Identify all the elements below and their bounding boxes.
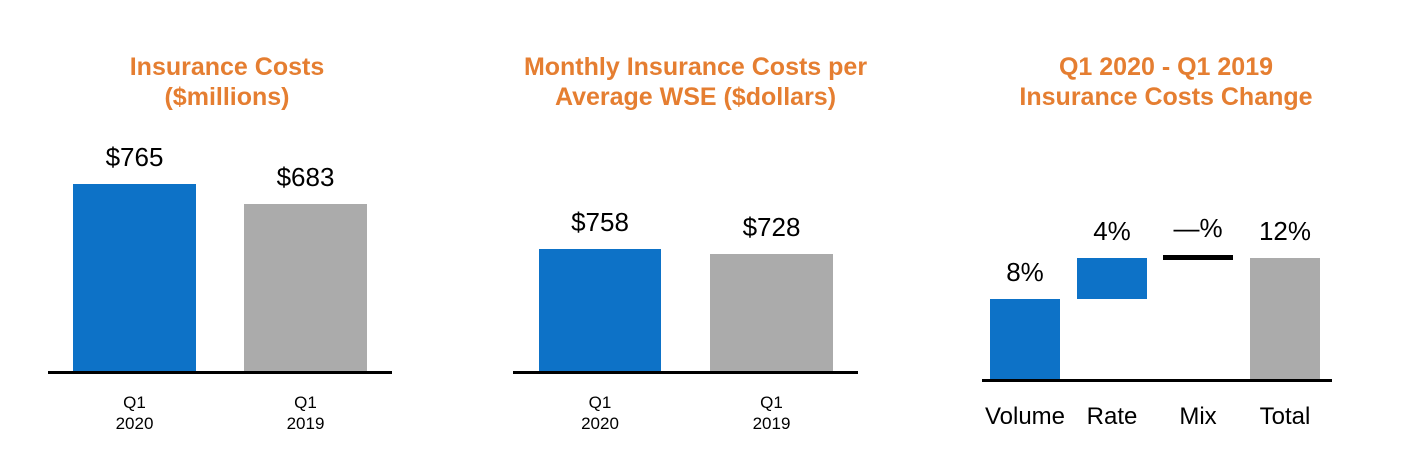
- bar-volume: [990, 299, 1060, 381]
- bar-q1-2019: [244, 204, 367, 373]
- bar-q1-2019: [710, 254, 833, 373]
- chart-title-line-1: Insurance Costs: [129, 53, 325, 81]
- bar-rate: [1077, 258, 1147, 299]
- chart-title-line-1: Q1 2020 - Q1 2019: [1058, 53, 1274, 81]
- bar-slot-mix: —%: [1163, 0, 1233, 381]
- category-line-year: 2020: [581, 414, 619, 433]
- chart-title-line-2: Insurance Costs Change: [1019, 83, 1313, 111]
- chart-title-line-2: Average WSE ($dollars): [554, 83, 837, 111]
- category-label-mix: Mix: [1179, 403, 1217, 430]
- bar-value-label: $758: [571, 207, 629, 237]
- category-line-year: 2019: [286, 414, 325, 433]
- bar-total: [1250, 258, 1320, 381]
- category-label-rate: Rate: [1086, 403, 1138, 430]
- category-line-quarter: Q1: [588, 393, 612, 412]
- bar-slot-q1-2019: $728: [710, 0, 833, 373]
- bar-q1-2020: [539, 249, 661, 373]
- category-line-quarter: Q1: [294, 393, 317, 412]
- bar-value-label: 8%: [1006, 257, 1044, 287]
- x-axis-line: [982, 379, 1332, 382]
- bar-value-label: $728: [742, 212, 801, 242]
- chart-title: Monthly Insurance Costs per Average WSE …: [416, 52, 976, 112]
- category-label-q1-2019: Q1 2019: [710, 392, 833, 434]
- mix-zero-line: [1163, 255, 1233, 260]
- bar-value-label: 4%: [1093, 216, 1131, 246]
- x-axis-line: [513, 371, 858, 374]
- bar-slot-rate: 4%: [1077, 0, 1147, 381]
- bar-slot-q1-2019: $683: [244, 0, 367, 373]
- category-label-volume: Volume: [984, 403, 1066, 430]
- chart-title: Q1 2020 - Q1 2019 Insurance Costs Change: [886, 52, 1426, 112]
- bar-slot-q1-2020: $765: [73, 0, 196, 373]
- category-label-q1-2020: Q1 2020: [73, 392, 196, 434]
- category-label-total: Total: [1259, 403, 1311, 430]
- category-label-q1-2020: Q1 2020: [539, 392, 661, 434]
- chart-title: Insurance Costs ($millions): [0, 52, 507, 112]
- category-line-year: 2020: [115, 414, 154, 433]
- chart-monthly-costs-per-wse: Monthly Insurance Costs per Average WSE …: [513, 0, 867, 455]
- bar-value-label: 12%: [1258, 216, 1312, 246]
- chart-title-line-2: ($millions): [164, 83, 290, 111]
- chart-costs-change-waterfall: Q1 2020 - Q1 2019 Insurance Costs Change…: [982, 0, 1332, 455]
- chart-insurance-costs-millions: Insurance Costs ($millions) $765 $683 Q1…: [48, 0, 392, 455]
- bar-slot-q1-2020: $758: [539, 0, 661, 373]
- category-label-q1-2019: Q1 2019: [244, 392, 367, 434]
- category-line-quarter: Q1: [123, 393, 146, 412]
- category-line-year: 2019: [752, 414, 791, 433]
- category-line-quarter: Q1: [760, 393, 783, 412]
- bar-value-label: $683: [276, 162, 335, 192]
- bar-slot-volume: 8%: [990, 0, 1060, 381]
- x-axis-line: [48, 371, 392, 374]
- bar-value-label: $765: [105, 142, 164, 172]
- bar-value-label: —%: [1173, 213, 1223, 243]
- bar-q1-2020: [73, 184, 196, 373]
- bar-slot-total: 12%: [1250, 0, 1320, 381]
- chart-title-line-1: Monthly Insurance Costs per: [523, 53, 868, 81]
